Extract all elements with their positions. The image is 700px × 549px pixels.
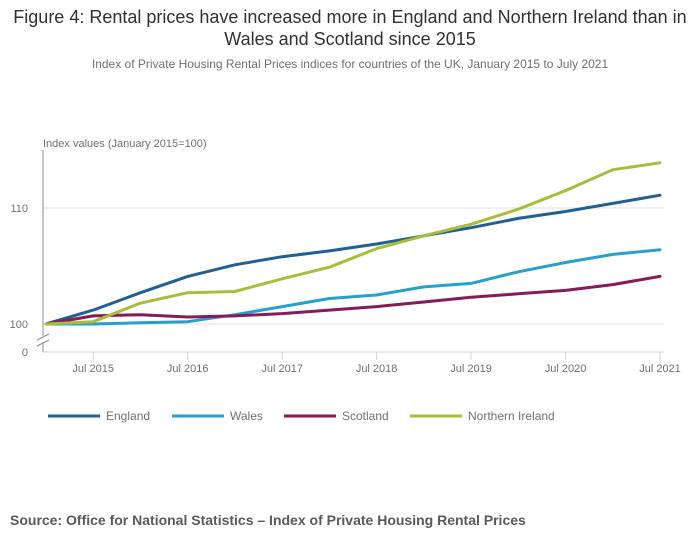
series-line-northern-ireland: [44, 161, 662, 326]
x-tick-label: Jul 2018: [356, 363, 398, 375]
axis-break-mark: [36, 339, 50, 347]
line-chart: Index values (January 2015=100) 1001100 …: [10, 138, 681, 423]
chart-title: Figure 4: Rental prices have increased m…: [13, 7, 687, 49]
series-line-wales: [44, 248, 662, 326]
legend-label: England: [106, 409, 150, 423]
x-tick-label: Jul 2016: [167, 363, 209, 375]
legend-label: Wales: [230, 409, 263, 423]
axis-break-mark: [36, 333, 50, 341]
series-line-scotland: [44, 274, 662, 326]
x-tick-label: Jul 2017: [261, 363, 303, 375]
y-tick-label: 0: [22, 347, 28, 359]
series-line-england: [44, 193, 662, 326]
x-tick-label: Jul 2015: [72, 363, 114, 375]
y-tick-label: 110: [10, 203, 28, 215]
y-tick-label: 100: [10, 319, 28, 331]
x-tick-label: Jul 2019: [450, 363, 492, 375]
y-axis-label: Index values (January 2015=100): [43, 138, 207, 150]
legend-label: Northern Ireland: [468, 409, 555, 423]
x-tick-label: Jul 2021: [639, 363, 681, 375]
source-note: Source: Office for National Statistics –…: [10, 512, 526, 528]
legend-label: Scotland: [342, 409, 389, 423]
x-tick-label: Jul 2020: [545, 363, 587, 375]
chart-subtitle: Index of Private Housing Rental Prices i…: [91, 57, 609, 71]
